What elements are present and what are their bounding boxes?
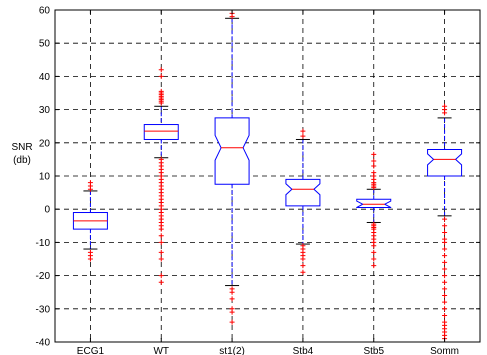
x-tick-label: st1(2) xyxy=(219,346,245,355)
y-tick-label: 50 xyxy=(39,39,51,50)
outlier-marker xyxy=(371,263,377,269)
outlier-marker xyxy=(442,253,448,259)
outlier-marker xyxy=(229,296,235,302)
outlier-marker xyxy=(442,273,448,279)
y-axis-ticks: -40 -30 -20 -10 0 10 20 30 40 50 60 xyxy=(36,6,480,349)
box-st1-2- xyxy=(214,10,250,325)
y-tick-label: 10 xyxy=(39,172,51,183)
x-tick-label: WT xyxy=(153,346,169,355)
y-tick-label: 20 xyxy=(39,138,51,149)
outlier-marker xyxy=(87,249,93,255)
box-stb5 xyxy=(356,151,392,269)
outlier-marker xyxy=(442,312,448,318)
y-tick-label: 60 xyxy=(39,6,51,17)
outlier-marker xyxy=(442,246,448,252)
outlier-marker xyxy=(371,243,377,249)
outlier-marker xyxy=(229,319,235,325)
x-tick-label: Somm xyxy=(430,346,459,355)
y-tick-label: 40 xyxy=(39,72,51,83)
outlier-marker xyxy=(442,223,448,229)
outlier-marker xyxy=(371,151,377,157)
grid-lines xyxy=(55,10,480,342)
outlier-marker xyxy=(158,156,164,162)
y-tick-label: 30 xyxy=(39,105,51,116)
outlier-marker xyxy=(371,170,377,176)
outlier-marker xyxy=(158,67,164,73)
outlier-marker xyxy=(300,263,306,269)
box-body xyxy=(427,148,463,177)
outlier-marker xyxy=(442,239,448,245)
outlier-marker xyxy=(300,133,306,139)
box-wt xyxy=(143,67,179,285)
outlier-marker xyxy=(442,306,448,312)
outlier-marker xyxy=(158,256,164,262)
box-somm xyxy=(427,103,463,342)
outlier-marker xyxy=(300,128,306,134)
outlier-marker xyxy=(442,216,448,222)
box-series xyxy=(72,10,463,342)
outlier-marker xyxy=(371,158,377,164)
outlier-marker xyxy=(442,103,448,109)
y-axis-label: SNR xyxy=(11,142,32,153)
outlier-marker xyxy=(87,180,93,186)
box-stb4 xyxy=(285,128,321,275)
outlier-marker xyxy=(442,293,448,299)
outlier-marker xyxy=(300,269,306,275)
outlier-marker xyxy=(442,229,448,235)
outlier-marker xyxy=(371,249,377,255)
outlier-marker xyxy=(158,239,164,245)
y-tick-label: -10 xyxy=(36,238,51,249)
outlier-marker xyxy=(442,286,448,292)
box-body xyxy=(285,178,321,207)
outlier-marker xyxy=(158,233,164,239)
x-tick-label: Stb4 xyxy=(293,346,314,355)
outlier-marker xyxy=(229,309,235,315)
x-tick-label: ECG1 xyxy=(77,346,105,355)
outlier-marker xyxy=(371,163,377,169)
y-tick-label: -20 xyxy=(36,271,51,282)
outlier-marker xyxy=(158,88,164,94)
box-body xyxy=(214,117,250,185)
outlier-marker xyxy=(158,249,164,255)
outlier-marker xyxy=(442,299,448,305)
x-tick-label: Stb5 xyxy=(363,346,384,355)
outlier-marker xyxy=(158,279,164,285)
outlier-marker xyxy=(300,256,306,262)
y-axis-unit: (db) xyxy=(13,155,31,166)
box-ecg1 xyxy=(72,180,108,262)
outlier-marker xyxy=(229,289,235,295)
y-tick-label: -40 xyxy=(36,338,51,349)
box-body xyxy=(143,124,179,140)
y-tick-label: -30 xyxy=(36,304,51,315)
outlier-marker xyxy=(442,279,448,285)
outlier-marker xyxy=(371,256,377,262)
x-axis-ticks: ECG1 WT st1(2) Stb4 Stb5 Somm xyxy=(77,10,459,355)
outlier-marker xyxy=(158,73,164,79)
outlier-marker xyxy=(442,259,448,265)
y-tick-label: 0 xyxy=(44,205,50,216)
box-body xyxy=(356,198,392,209)
outlier-marker xyxy=(442,266,448,272)
outlier-marker xyxy=(158,273,164,279)
